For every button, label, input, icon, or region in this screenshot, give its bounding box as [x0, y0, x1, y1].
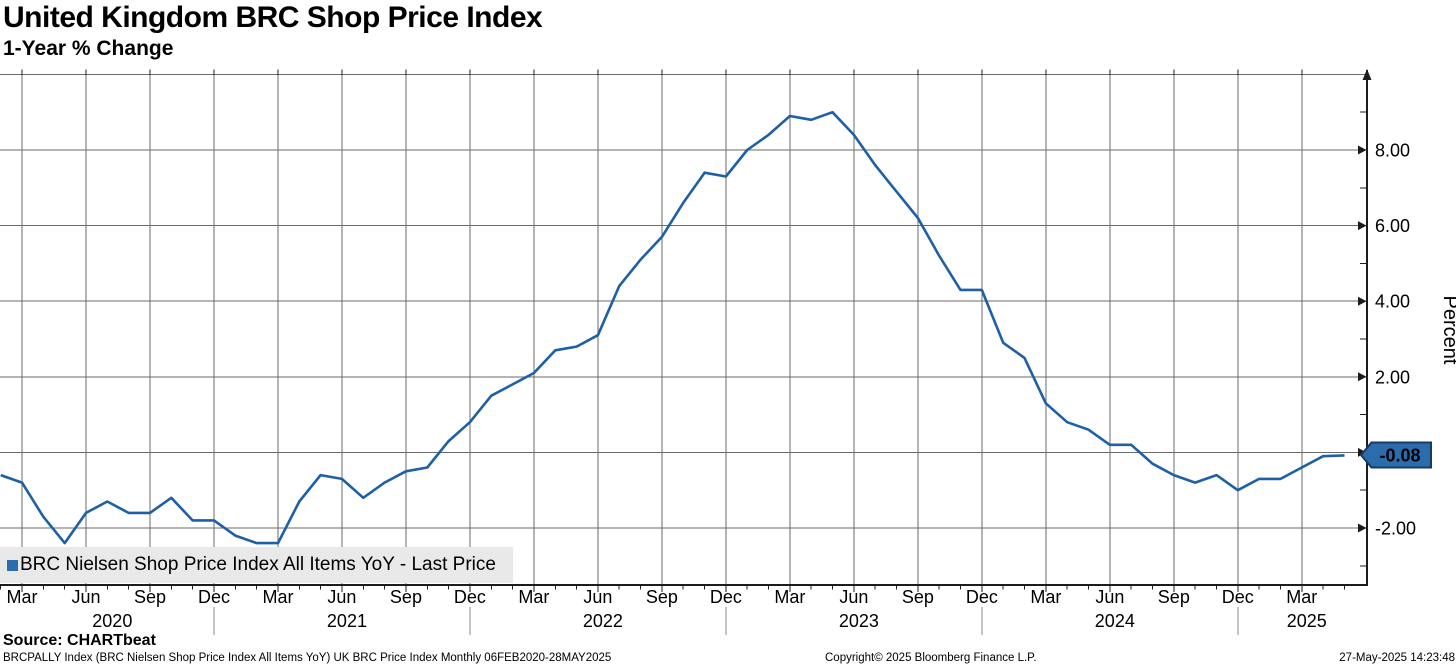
last-price-badge [1359, 441, 1432, 469]
x-tick-label: Dec [198, 587, 230, 607]
x-tick-label: Mar [1030, 587, 1061, 607]
year-label: 2022 [583, 611, 623, 631]
chart-title: United Kingdom BRC Shop Price Index [3, 1, 543, 34]
x-tick-label: Dec [966, 587, 998, 607]
year-label: 2021 [327, 611, 367, 631]
legend[interactable]: BRC Nielsen Shop Price Index All Items Y… [0, 547, 513, 583]
x-tick-label: Dec [454, 587, 486, 607]
x-tick-label: Mar [518, 587, 549, 607]
year-label: 2020 [92, 611, 132, 631]
y-major-tick-arrow-icon [1358, 145, 1367, 155]
series-group [0, 110, 1345, 545]
x-tick-label: Sep [390, 587, 422, 607]
year-label: 2024 [1095, 611, 1135, 631]
gridlines-group [0, 73, 1367, 585]
y-tick-label: 2.00 [1375, 367, 1410, 387]
footer-meta-row: BRCPALLY Index (BRC Nielsen Shop Price I… [0, 652, 1456, 668]
x-tick-label: Mar [262, 587, 293, 607]
x-tick-label: Dec [710, 587, 742, 607]
timestamp: 27-May-2025 14:23:48 [1339, 652, 1455, 664]
y-tick-label: 4.00 [1375, 292, 1410, 312]
y-axis-top-arrow-icon [1362, 69, 1372, 80]
x-tick-label: Jun [327, 587, 356, 607]
x-tick-label: Jun [839, 587, 868, 607]
y-major-tick-arrow-icon [1358, 221, 1367, 231]
x-tick-label: Sep [902, 587, 934, 607]
legend-swatch-icon [7, 559, 18, 571]
x-tick-label: Mar [7, 587, 38, 607]
x-tick-label: Jun [1095, 587, 1124, 607]
ticks-group [0, 69, 1367, 635]
price-line [0, 110, 1345, 545]
y-axis-title: Percent [1439, 296, 1456, 365]
x-tick-label: Sep [134, 587, 166, 607]
x-tick-label: Jun [583, 587, 612, 607]
x-tick-label: Sep [646, 587, 678, 607]
y-major-tick-arrow-icon [1358, 523, 1367, 533]
y-tick-label: -2.00 [1375, 519, 1416, 539]
x-tick-label: Mar [774, 587, 805, 607]
x-tick-label: Jun [71, 587, 100, 607]
chart-subtitle: 1-Year % Change [3, 37, 174, 60]
y-major-tick-arrow-icon [1358, 296, 1367, 306]
year-label: 2023 [839, 611, 879, 631]
y-major-tick-arrow-icon [1358, 372, 1367, 382]
x-tick-label: Sep [1158, 587, 1190, 607]
axis-labels-group: 8.00 6.00 4.00 2.00 -2.00 Mar Jun Sep Dec Mar Jun S… [7, 141, 1417, 632]
x-tick-label: Mar [1286, 587, 1317, 607]
y-tick-label: 8.00 [1375, 141, 1410, 161]
legend-label: BRC Nielsen Shop Price Index All Items Y… [20, 554, 496, 575]
year-label: 2025 [1287, 611, 1327, 631]
y-tick-label: 6.00 [1375, 216, 1410, 236]
last-price-label: -0.08 [1379, 446, 1420, 466]
x-tick-label: Dec [1222, 587, 1254, 607]
index-description: BRCPALLY Index (BRC Nielsen Shop Price I… [3, 652, 612, 664]
copyright-notice: Copyright© 2025 Bloomberg Finance L.P. [825, 652, 1037, 664]
source-label: Source: CHARTbeat [3, 632, 156, 649]
